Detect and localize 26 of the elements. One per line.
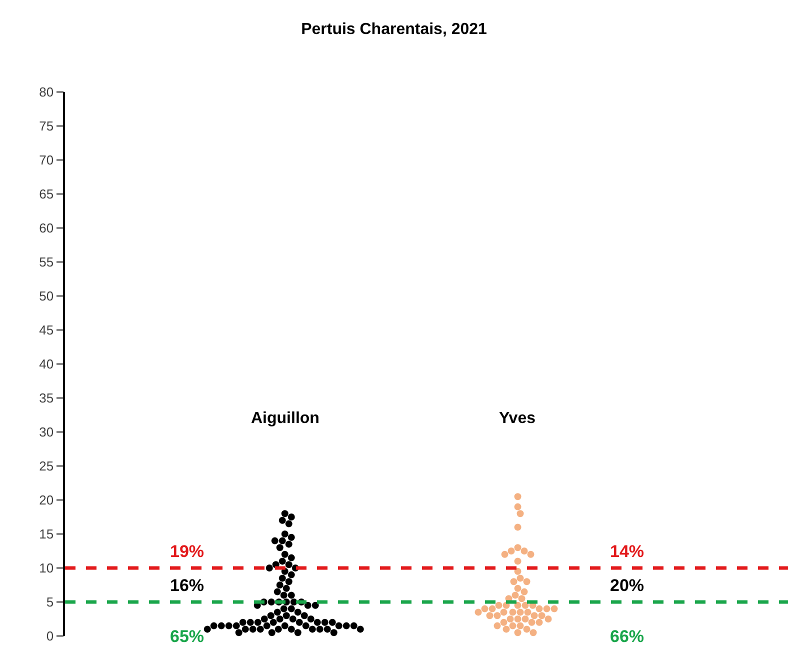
y-tick-label: 5 [46,594,54,610]
annotation: 19% [170,542,204,561]
y-tick-label: 40 [39,356,54,372]
y-tick-label: 20 [39,492,54,508]
y-tick-label: 45 [39,322,54,338]
chart-title: Pertuis Charentais, 2021 [301,21,488,38]
y-tick-label: 25 [39,458,54,474]
y-tick-label: 65 [39,186,54,202]
y-tick-label: 50 [39,288,54,304]
annotation: 14% [610,542,644,561]
y-tick-label: 0 [46,628,54,644]
y-tick-label: 15 [39,526,54,542]
y-tick-label: 55 [39,254,54,270]
y-tick-label: 35 [39,390,54,406]
x-tick-label: Yves [499,410,536,427]
annotation: 66% [610,627,644,646]
y-tick-label: 70 [39,152,54,168]
y-tick-label: 80 [39,84,54,100]
annotation: 16% [170,576,204,595]
y-tick-label: 75 [39,118,54,134]
y-tick-label: 30 [39,424,54,440]
annotation: 65% [170,627,204,646]
x-tick-label: Aiguillon [251,410,320,427]
annotation: 20% [610,576,644,595]
y-tick-label: 10 [39,560,54,576]
y-tick-label: 60 [39,220,54,236]
